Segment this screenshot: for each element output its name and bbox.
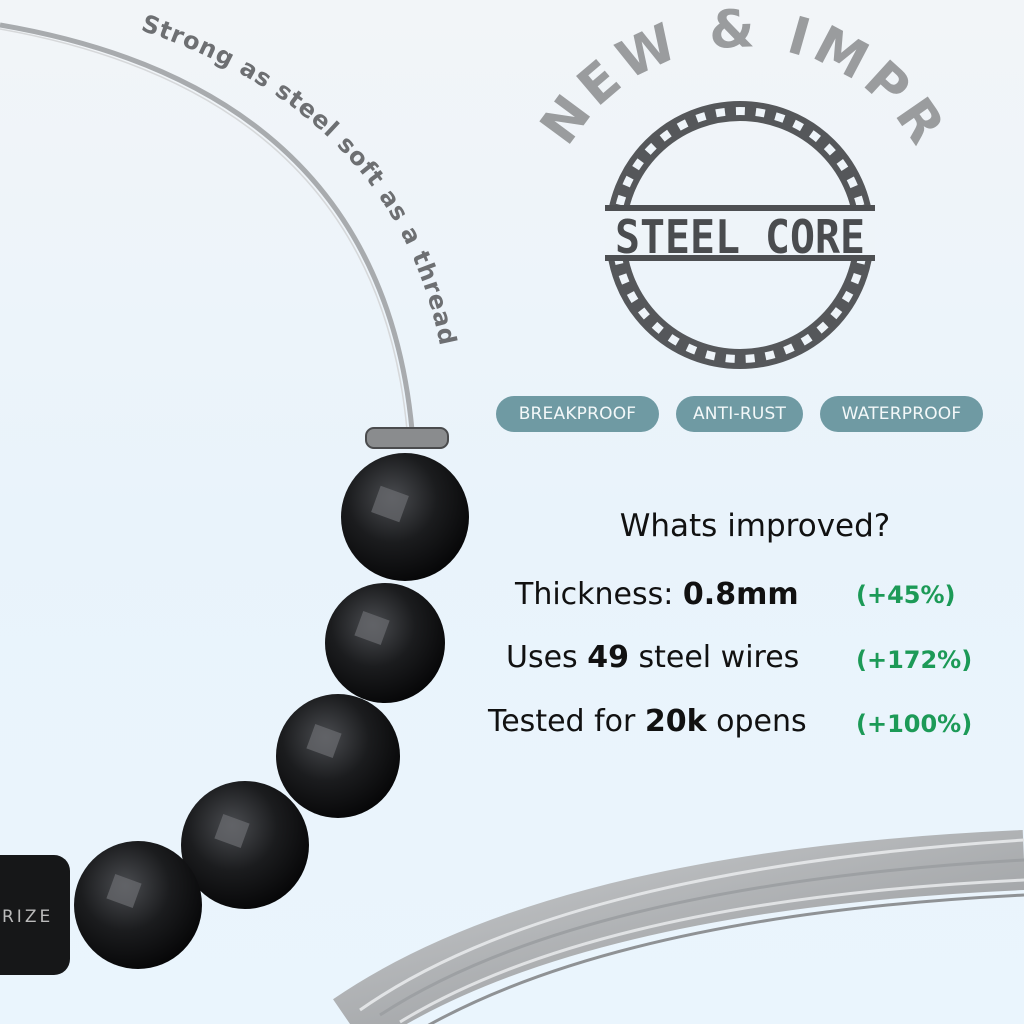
row-label: Tested for	[488, 704, 645, 739]
crimp-bead	[365, 427, 449, 449]
bead-chain	[74, 453, 469, 969]
improvement-row-opens: Tested for 20k opens	[488, 704, 807, 739]
steel-core-badge: NEW & IMPROVED STEEL CORE	[0, 0, 953, 369]
feature-badge-waterproof: WATERPROOF	[820, 396, 983, 432]
row-suffix: opens	[706, 704, 807, 739]
clasp	[0, 855, 70, 975]
feature-badge-anti-rust: ANTI-RUST	[676, 396, 803, 432]
improvement-change: (+45%)	[856, 581, 956, 609]
row-label: Thickness:	[515, 577, 683, 612]
steel-wire-thin	[0, 22, 415, 431]
row-value: 49	[587, 640, 629, 675]
curved-caption: Strong as steel soft as a thread	[138, 9, 462, 348]
improvement-change: (+100%)	[856, 710, 973, 738]
clasp-text: RIZE	[2, 907, 53, 927]
row-label: Uses	[506, 640, 588, 675]
row-suffix: steel wires	[628, 640, 800, 675]
improvement-row-wires: Uses 49 steel wires	[506, 640, 799, 675]
steel-wire-thick	[333, 830, 1024, 1024]
improvement-row-thickness: Thickness: 0.8mm	[515, 577, 799, 612]
row-value: 0.8mm	[682, 577, 799, 612]
feature-badge-breakproof: BREAKPROOF	[496, 396, 659, 432]
badge-logo-text: STEEL CORE	[615, 210, 865, 264]
improvement-change: (+172%)	[856, 646, 973, 674]
row-value: 20k	[644, 704, 707, 739]
improvements-heading: Whats improved?	[619, 508, 891, 544]
